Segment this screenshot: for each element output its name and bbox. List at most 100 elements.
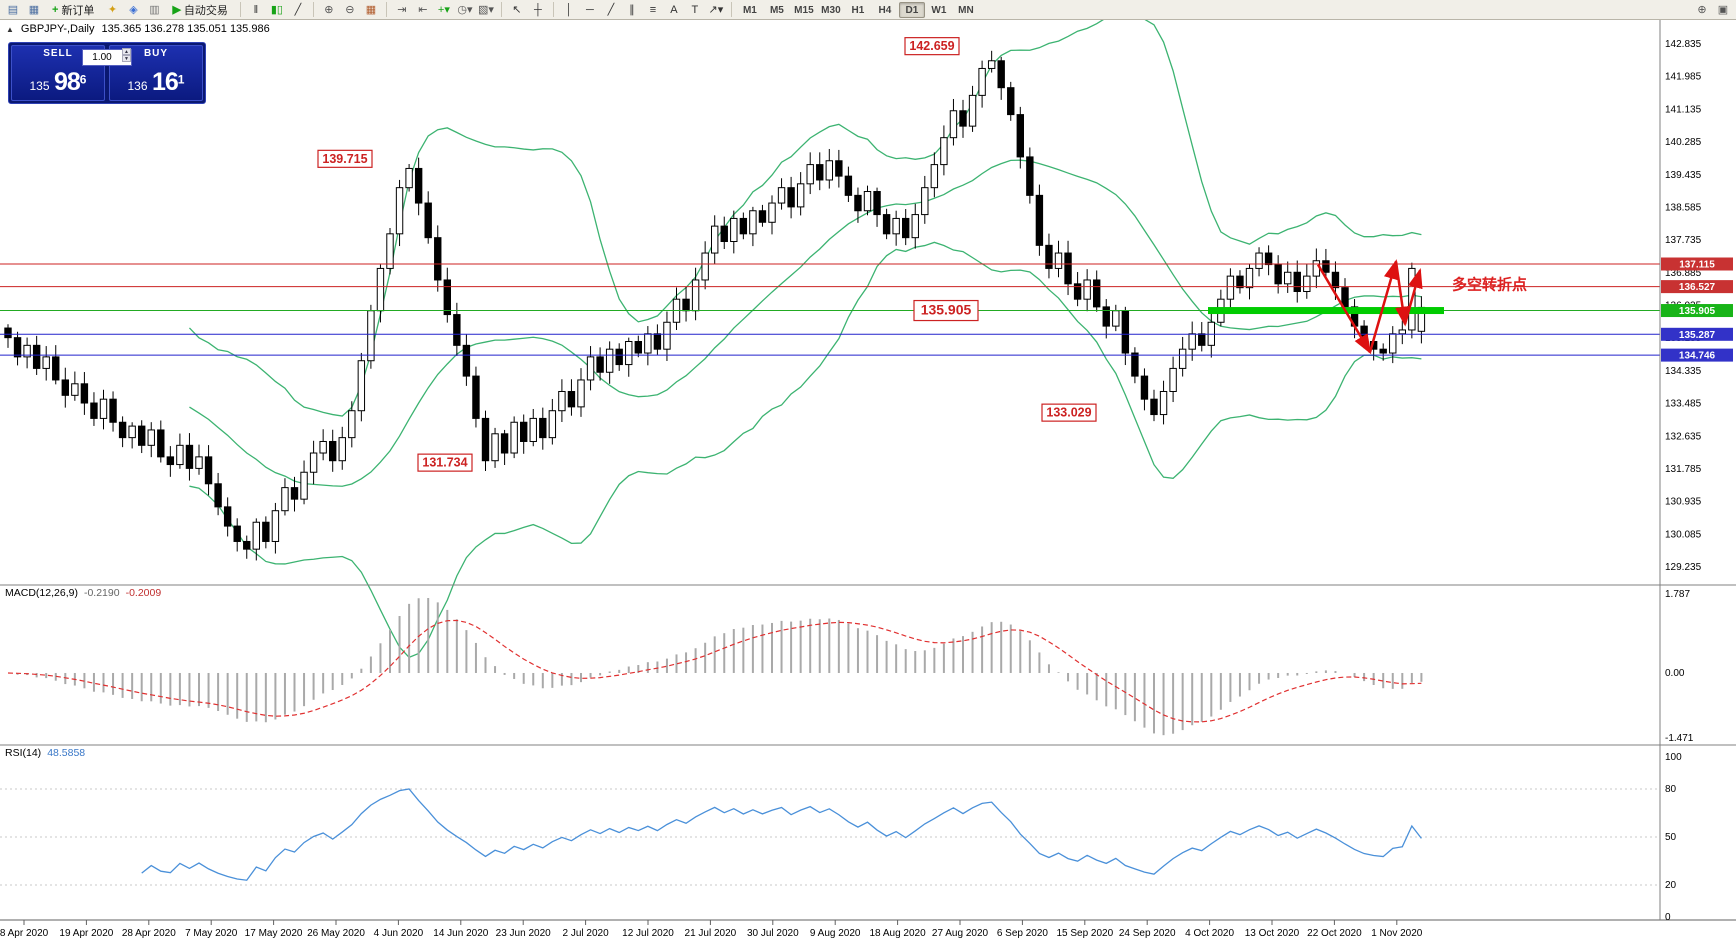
- axis-price-tag: 135.287: [1661, 327, 1733, 341]
- rsi-panel[interactable]: 100 80 50 20 0: [0, 752, 1682, 923]
- equidistant-channel-tool-icon[interactable]: ∥: [629, 3, 635, 16]
- horizontal-lines[interactable]: [0, 263, 1660, 356]
- svg-text:134.335: 134.335: [1665, 366, 1702, 377]
- bar-chart-icon[interactable]: ‖: [253, 3, 259, 16]
- crosshair-icon[interactable]: ┼: [534, 3, 542, 16]
- trendline-tool-icon[interactable]: ╱: [607, 3, 615, 16]
- svg-text:80: 80: [1665, 784, 1677, 795]
- one-click-trading-widget: SELL 135 986 ▲ ▼ BUY 136 161: [8, 42, 206, 104]
- timeframe-button-mn[interactable]: MN: [958, 4, 974, 16]
- svg-text:22 Oct 2020: 22 Oct 2020: [1307, 928, 1362, 939]
- cursor-icon[interactable]: ↖: [512, 3, 522, 16]
- volume-up-button[interactable]: ▲: [122, 48, 131, 55]
- zoom-in-icon[interactable]: ⊕: [324, 3, 334, 16]
- candlestick-chart-icon[interactable]: ▮▯: [270, 3, 283, 16]
- tile-windows-icon[interactable]: ▦: [365, 3, 377, 16]
- svg-text:134.746: 134.746: [1679, 351, 1716, 362]
- chart-ohlc-values: 135.365 136.278 135.051 135.986: [101, 23, 270, 35]
- price-annotation[interactable]: 135.905: [913, 299, 979, 322]
- periods-button[interactable]: ◷▾: [457, 3, 473, 16]
- svg-text:137.115: 137.115: [1679, 260, 1715, 271]
- zoom-out-icon[interactable]: ⊖: [345, 3, 355, 16]
- svg-text:26 May 2020: 26 May 2020: [307, 928, 365, 939]
- timeframe-button-h1[interactable]: H1: [851, 4, 865, 16]
- sell-label: SELL: [43, 48, 73, 59]
- text-label-tool-icon[interactable]: T: [691, 3, 699, 16]
- svg-text:2 Jul 2020: 2 Jul 2020: [563, 928, 610, 939]
- main-toolbar: ▤ ▦ + 新订单 ✦ ◈ ▥ ▶ 自动交易 ‖ ▮▯ ╱ ⊕ ⊖ ▦ ⇥ ⇤ +▾ ◷▾ ▧▾ ↖ ┼ │ ─ ╱ ∥ ≡ A T ↗▾…: [0, 0, 1736, 20]
- trend-arrows[interactable]: [1316, 259, 1423, 355]
- svg-text:4 Oct 2020: 4 Oct 2020: [1185, 928, 1234, 939]
- buy-price: 136 161: [110, 68, 202, 97]
- timeframe-button-m15[interactable]: M15: [794, 4, 814, 16]
- buy-label: BUY: [143, 48, 169, 59]
- toolbar-separator: [730, 2, 732, 17]
- macd-panel[interactable]: 1.787 0.00 -1.471: [7, 589, 1694, 744]
- svg-text:14 Jun 2020: 14 Jun 2020: [433, 928, 488, 939]
- svg-text:135.905: 135.905: [1679, 306, 1716, 317]
- axis-price-tag: 135.905: [1661, 304, 1733, 318]
- svg-text:9 Aug 2020: 9 Aug 2020: [810, 928, 861, 939]
- scripts-icon[interactable]: ◈: [129, 3, 138, 16]
- timeframe-button-m5[interactable]: M5: [769, 4, 784, 16]
- svg-text:18 Aug 2020: 18 Aug 2020: [870, 928, 927, 939]
- chart-canvas[interactable]: 多空转折点 142.659 139.715 135.905 133.029 131.734…: [0, 20, 1736, 943]
- svg-text:131.734: 131.734: [422, 456, 467, 470]
- time-axis[interactable]: 8 Apr 2020 19 Apr 2020 28 Apr 2020 7 May 20…: [0, 920, 1423, 939]
- toolbar-separator: [385, 2, 387, 17]
- arrows-tool-icon[interactable]: ↗▾: [708, 3, 724, 16]
- new-order-button-label: 新订单: [61, 4, 95, 17]
- svg-text:6 Sep 2020: 6 Sep 2020: [997, 928, 1049, 939]
- svg-text:23 Jun 2020: 23 Jun 2020: [496, 928, 551, 939]
- profiles-icon[interactable]: ▦: [28, 3, 40, 16]
- auto-scroll-icon[interactable]: ⇥: [397, 3, 407, 16]
- turning-point-note[interactable]: 多空转折点: [1452, 276, 1527, 294]
- horizontal-line-tool-icon[interactable]: ─: [586, 3, 594, 16]
- autotrading-button[interactable]: ▶ 自动交易: [165, 1, 234, 19]
- svg-text:142.659: 142.659: [909, 39, 954, 53]
- sell-price-big: 98: [53, 68, 81, 96]
- timeframe-button-d1[interactable]: D1: [898, 1, 925, 18]
- text-tool-icon[interactable]: A: [670, 3, 678, 16]
- vertical-line-tool-icon[interactable]: │: [565, 3, 573, 16]
- svg-text:139.435: 139.435: [1665, 170, 1702, 181]
- chart-shift-icon[interactable]: ⇤: [418, 3, 428, 16]
- line-chart-icon[interactable]: ╱: [294, 3, 302, 16]
- price-annotation[interactable]: 142.659: [904, 37, 960, 56]
- timeframe-button-w1[interactable]: W1: [931, 4, 947, 16]
- volume-down-button[interactable]: ▼: [122, 55, 131, 62]
- price-annotation[interactable]: 133.029: [1041, 403, 1097, 422]
- support-zone-rect[interactable]: [1208, 307, 1444, 315]
- expert-advisors-icon[interactable]: ✦: [107, 3, 118, 16]
- magnifier-icon[interactable]: ⊕: [1697, 3, 1707, 16]
- toolbar-separator: [500, 2, 502, 17]
- price-annotation[interactable]: 139.715: [317, 149, 373, 168]
- svg-text:141.135: 141.135: [1665, 104, 1702, 115]
- indicators-button[interactable]: +▾: [437, 3, 450, 16]
- new-chart-icon[interactable]: ▤: [7, 3, 19, 16]
- svg-text:132.635: 132.635: [1665, 431, 1702, 442]
- timeframe-button-m1[interactable]: M1: [742, 4, 757, 16]
- svg-text:133.029: 133.029: [1046, 406, 1091, 420]
- svg-text:27 Aug 2020: 27 Aug 2020: [932, 928, 989, 939]
- market-watch-icon[interactable]: ▥: [149, 3, 160, 16]
- svg-text:13 Oct 2020: 13 Oct 2020: [1245, 928, 1300, 939]
- price-annotations[interactable]: 142.659 139.715 135.905 133.029 131.734: [317, 37, 1097, 472]
- fibonacci-tool-icon[interactable]: ≡: [649, 3, 657, 16]
- price-axis[interactable]: 142.835 141.985 141.135 140.285 139.435 138.5…: [1661, 39, 1733, 573]
- new-order-button[interactable]: + 新订单: [45, 1, 101, 19]
- price-annotation[interactable]: 131.734: [417, 453, 473, 472]
- svg-text:0: 0: [1665, 912, 1671, 923]
- svg-text:136.527: 136.527: [1679, 282, 1716, 293]
- new-window-icon[interactable]: ▣: [1717, 3, 1729, 16]
- volume-field: ▲ ▼: [82, 47, 132, 66]
- timeframe-button-h4[interactable]: H4: [878, 4, 892, 16]
- volume-input[interactable]: [82, 49, 132, 66]
- new-order-button-icon: +: [52, 3, 59, 16]
- timeframe-button-m30[interactable]: M30: [821, 4, 841, 16]
- collapse-arrow-icon[interactable]: ▲: [6, 24, 14, 34]
- macd-name: MACD(12,26,9): [5, 587, 78, 599]
- templates-button[interactable]: ▧▾: [477, 3, 494, 16]
- chart-window[interactable]: ▲ GBPJPY-,Daily 135.365 136.278 135.051 …: [0, 20, 1736, 943]
- svg-text:140.285: 140.285: [1665, 137, 1702, 148]
